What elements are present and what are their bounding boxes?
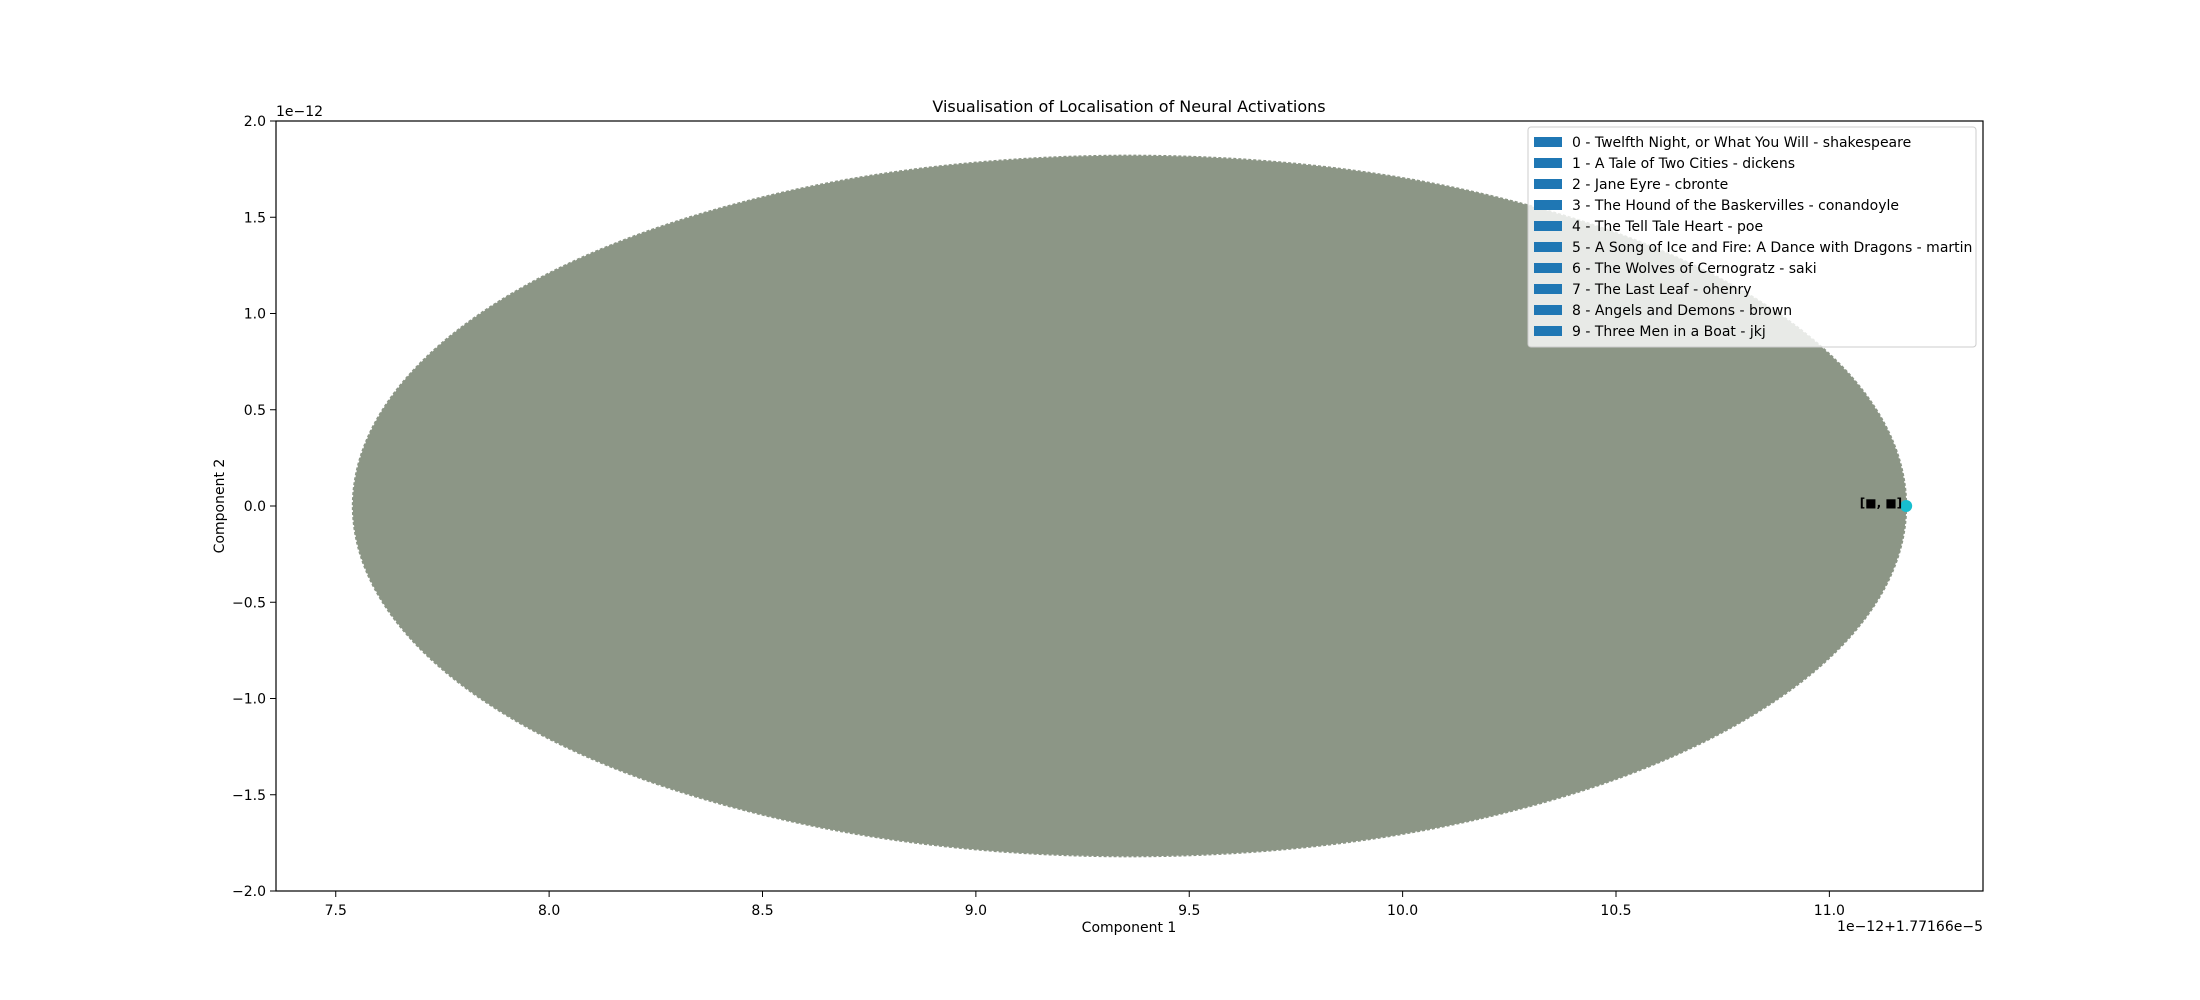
- y-tick-label-2: −1.0: [232, 692, 266, 708]
- legend: 0 - Twelfth Night, or What You Will - sh…: [1527, 126, 1977, 348]
- legend-label-5: 5 - A Song of Ice and Fire: A Dance with…: [1572, 240, 1972, 256]
- legend-swatch-2: [1534, 179, 1562, 189]
- x-tick-label-5: 10.0: [1387, 903, 1418, 919]
- x-tick-label-0: 7.5: [325, 903, 347, 919]
- y-tick-label-1: −1.5: [232, 788, 266, 804]
- y-offset-text: 1e−12: [276, 104, 323, 120]
- legend-swatch-0: [1534, 137, 1562, 147]
- legend-swatch-5: [1534, 242, 1562, 252]
- legend-label-9: 9 - Three Men in a Boat - jkj: [1572, 324, 1766, 340]
- legend-swatch-7: [1534, 284, 1562, 294]
- legend-swatch-6: [1534, 263, 1562, 273]
- x-tick-label-4: 9.5: [1178, 903, 1200, 919]
- x-tick-label-6: 10.5: [1600, 903, 1631, 919]
- legend-swatch-9: [1534, 326, 1562, 336]
- legend-label-2: 2 - Jane Eyre - cbronte: [1572, 177, 1728, 193]
- data-point-0: [1900, 500, 1913, 512]
- y-tick-label-4: 0.0: [244, 499, 266, 515]
- point-annotation: [■, ■]: [1860, 496, 1902, 510]
- y-tick-label-5: 0.5: [244, 403, 266, 419]
- legend-label-4: 4 - The Tell Tale Heart - poe: [1572, 219, 1763, 235]
- legend-swatch-1: [1534, 158, 1562, 168]
- legend-swatch-3: [1534, 200, 1562, 210]
- y-tick-label-8: 2.0: [244, 114, 266, 130]
- x-tick-label-2: 8.5: [751, 903, 773, 919]
- x-tick-label-1: 8.0: [538, 903, 560, 919]
- legend-swatch-4: [1534, 221, 1562, 231]
- legend-label-3: 3 - The Hound of the Baskervilles - cona…: [1572, 198, 1899, 214]
- legend-label-0: 0 - Twelfth Night, or What You Will - sh…: [1572, 135, 1911, 151]
- legend-label-1: 1 - A Tale of Two Cities - dickens: [1572, 156, 1795, 172]
- x-axis-label: Component 1: [1082, 920, 1177, 936]
- legend-label-8: 8 - Angels and Demons - brown: [1572, 303, 1792, 319]
- y-tick-label-3: −0.5: [232, 595, 266, 611]
- chart-title: Visualisation of Localisation of Neural …: [932, 97, 1325, 116]
- legend-frame: [1527, 126, 1977, 348]
- y-tick-label-6: 1.0: [244, 307, 266, 323]
- y-tick-label-0: −2.0: [232, 884, 266, 900]
- x-offset-text: 1e−12+1.77166e−5: [1837, 919, 1983, 935]
- legend-label-6: 6 - The Wolves of Cernogratz - saki: [1572, 261, 1817, 277]
- y-tick-label-7: 1.5: [244, 210, 266, 226]
- legend-swatch-8: [1534, 305, 1562, 315]
- y-axis-label: Component 2: [212, 459, 228, 554]
- legend-label-7: 7 - The Last Leaf - ohenry: [1572, 282, 1752, 298]
- x-tick-label-7: 11.0: [1814, 903, 1845, 919]
- x-tick-label-3: 9.0: [965, 903, 987, 919]
